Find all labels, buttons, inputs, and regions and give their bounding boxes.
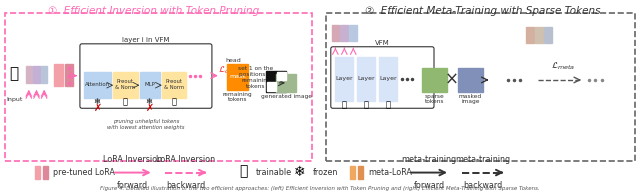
Text: frozen: frozen <box>312 168 338 177</box>
Bar <box>276 74 296 92</box>
Bar <box>332 25 339 41</box>
Bar <box>277 72 286 80</box>
Text: Preout
& Norm: Preout & Norm <box>164 79 184 90</box>
Text: Attention: Attention <box>85 82 111 87</box>
Text: ✗: ✗ <box>146 103 154 113</box>
Text: ①  Efficient Inversion with Token Pruning: ① Efficient Inversion with Token Pruning <box>48 6 259 16</box>
Text: meta-training: meta-training <box>401 155 457 164</box>
Text: ②  Efficient Meta-Training with Sparse Tokens: ② Efficient Meta-Training with Sparse To… <box>365 6 601 16</box>
Bar <box>65 64 73 86</box>
Text: LoRA Inversion: LoRA Inversion <box>156 155 216 164</box>
Text: Layer: Layer <box>357 76 375 82</box>
Text: LoRA Inversion: LoRA Inversion <box>103 155 163 164</box>
Text: VFM: VFM <box>375 40 390 46</box>
Text: mask: mask <box>229 74 246 79</box>
Text: Figure 4: Detailed illustration of the two efficient approaches: (left) Efficien: Figure 4: Detailed illustration of the t… <box>100 186 540 191</box>
Bar <box>113 72 138 98</box>
Text: sparse
tokens: sparse tokens <box>425 94 444 104</box>
Text: Preout
& Norm: Preout & Norm <box>115 79 136 90</box>
Text: ×: × <box>444 71 458 89</box>
Text: backward: backward <box>166 181 205 190</box>
Text: $\mathcal{L}_{meta}$: $\mathcal{L}_{meta}$ <box>551 61 575 72</box>
Text: Input: Input <box>6 98 22 103</box>
Text: 🔥: 🔥 <box>10 67 19 82</box>
Bar <box>379 57 397 101</box>
Text: 🔥: 🔥 <box>342 101 347 110</box>
Bar <box>43 166 48 179</box>
Text: Layer: Layer <box>335 76 353 82</box>
Bar <box>26 66 32 83</box>
Bar <box>266 71 286 92</box>
Bar <box>227 64 248 90</box>
Bar <box>35 166 40 179</box>
Bar <box>326 13 635 161</box>
Text: backward: backward <box>463 181 502 190</box>
Bar <box>357 57 375 101</box>
Text: ✗: ✗ <box>94 103 102 113</box>
Text: ❄️: ❄️ <box>147 97 153 106</box>
Bar <box>349 25 357 41</box>
Text: masked
image: masked image <box>459 94 482 104</box>
Text: 🔥: 🔥 <box>385 101 390 110</box>
Text: head: head <box>225 58 241 63</box>
Text: forward: forward <box>117 181 148 190</box>
Text: $\mathcal{L}_{data}$: $\mathcal{L}_{data}$ <box>218 65 240 76</box>
Bar <box>140 72 160 98</box>
Bar <box>33 66 40 83</box>
Bar <box>358 166 363 179</box>
Text: meta-training: meta-training <box>455 155 511 164</box>
Text: generated image: generated image <box>260 94 312 99</box>
Bar <box>5 13 312 161</box>
Text: Layer: Layer <box>379 76 397 82</box>
Bar <box>335 57 353 101</box>
Text: meta-LoRA: meta-LoRA <box>368 168 412 177</box>
Bar <box>267 82 276 91</box>
Text: ❄️: ❄️ <box>294 165 305 179</box>
Text: 🔥: 🔥 <box>123 97 128 106</box>
Text: 🔥: 🔥 <box>239 165 248 179</box>
Bar <box>535 27 543 43</box>
Bar <box>422 68 447 92</box>
Text: 🔥: 🔥 <box>172 97 177 106</box>
Text: ❄️: ❄️ <box>95 97 101 106</box>
Bar <box>54 64 63 86</box>
Text: set 1 on the
positions of
remaining
tokens: set 1 on the positions of remaining toke… <box>238 66 274 89</box>
Text: MLP: MLP <box>145 82 155 87</box>
Bar <box>458 68 483 92</box>
Bar <box>526 27 534 43</box>
Bar <box>84 72 111 98</box>
Text: pre-tuned LoRA: pre-tuned LoRA <box>53 168 115 177</box>
Text: forward: forward <box>413 181 445 190</box>
Bar <box>544 27 552 43</box>
Bar <box>41 66 47 83</box>
Text: trainable: trainable <box>256 168 292 177</box>
Bar <box>340 25 348 41</box>
Bar <box>162 72 186 98</box>
Bar <box>350 166 355 179</box>
Text: remaining
tokens: remaining tokens <box>223 92 252 102</box>
Text: pruning unhelpful tokens
with lowest attention weights: pruning unhelpful tokens with lowest att… <box>107 119 185 130</box>
Text: layer i in VFM: layer i in VFM <box>122 37 170 43</box>
Text: 🔥: 🔥 <box>364 101 369 110</box>
